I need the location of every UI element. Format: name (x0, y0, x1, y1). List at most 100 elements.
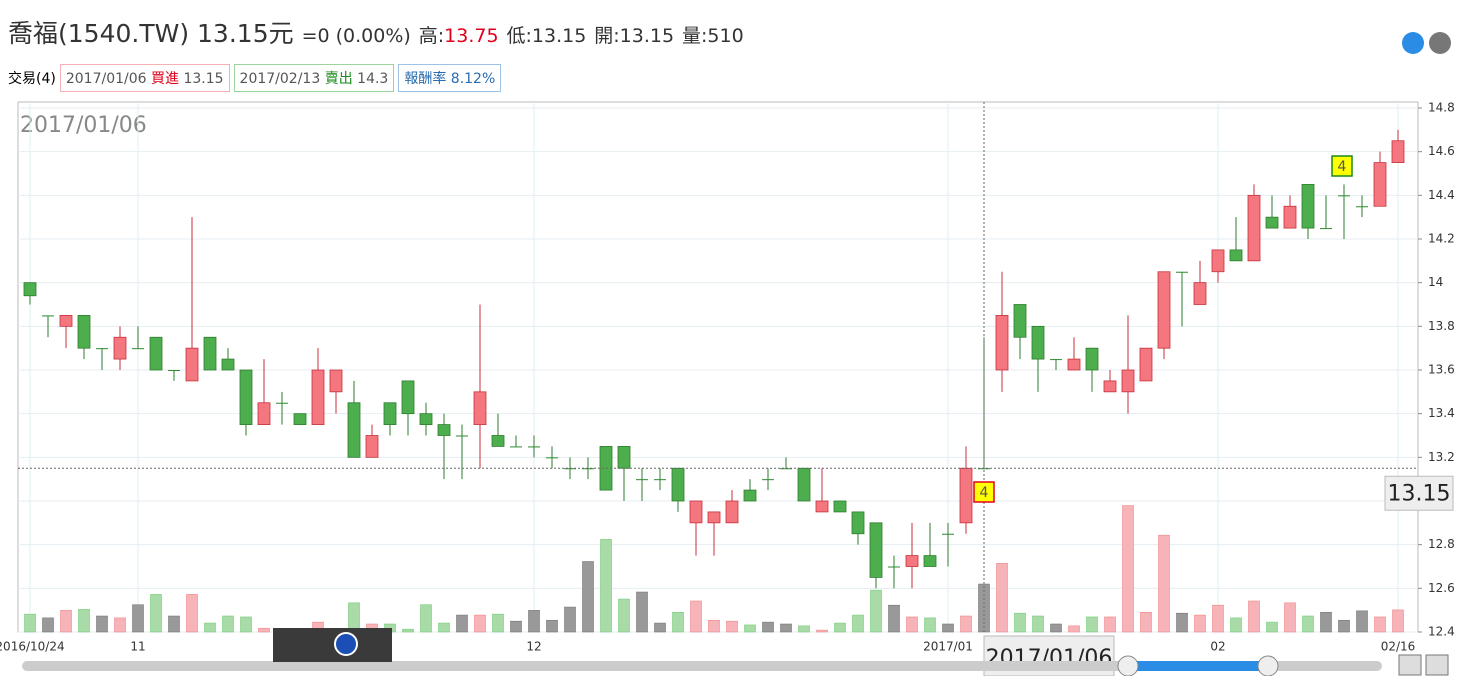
scrollbar[interactable] (22, 661, 1382, 671)
candle-body (869, 522, 883, 578)
volume-bar (960, 615, 972, 633)
sell-date: 2017/02/13 (239, 71, 321, 87)
volume-bar (1248, 600, 1260, 633)
volume-bar (510, 620, 522, 633)
candle-body (1283, 205, 1297, 229)
help-button[interactable] (334, 632, 358, 656)
candle-body (221, 358, 235, 371)
high-label: 高: (418, 25, 445, 47)
volume-bar (276, 629, 288, 633)
buy-action: 買進 (151, 71, 179, 87)
candle-body (815, 500, 829, 513)
candle-body (636, 479, 648, 481)
volume-bar (1068, 625, 1080, 633)
volume-bar (150, 594, 162, 633)
bottom-controls (22, 32, 1451, 676)
volume-bar (330, 628, 342, 633)
candle-body (1067, 358, 1081, 371)
volume-bar (636, 591, 648, 633)
volume-bar (852, 614, 864, 633)
volume-bar (1050, 623, 1062, 633)
volume-bar (600, 539, 612, 633)
return-label: 報酬率 (404, 71, 447, 87)
volume-bar (1122, 505, 1134, 633)
volume-bar (168, 615, 180, 633)
candle-body (707, 511, 721, 524)
candle-body (888, 566, 900, 568)
candle-body (1338, 195, 1350, 197)
volume-bar (438, 622, 450, 633)
volume-bar (1266, 621, 1278, 633)
volume-bar (978, 583, 990, 633)
volume-bar (204, 622, 216, 633)
volume-bar (690, 600, 702, 633)
nav-prev[interactable] (1402, 32, 1424, 54)
candle-body (599, 446, 613, 491)
scroll-range[interactable] (1128, 661, 1270, 671)
zoom-in[interactable] (1425, 654, 1449, 676)
candle-body (276, 402, 288, 404)
trade-marker-box (1331, 155, 1353, 177)
candle-body (1031, 325, 1045, 360)
buy-tag[interactable]: 2017/01/06 買進 13.15 (59, 64, 230, 92)
volume-bar (1194, 614, 1206, 633)
candle-body (654, 479, 666, 481)
candle-body (923, 555, 937, 567)
volume-bar (114, 617, 126, 633)
candle-body (978, 468, 990, 470)
candle-body (1085, 347, 1099, 371)
y-tick-label: 14.2 (1428, 232, 1455, 246)
x-tick-label: 12 (526, 640, 541, 654)
scroll-right[interactable] (1257, 655, 1279, 676)
candle-body (149, 336, 163, 371)
volume-bar (1374, 616, 1386, 633)
sell-action: 賣出 (324, 71, 353, 87)
candle-body (546, 457, 558, 459)
candle-body (311, 369, 325, 425)
candle-body (671, 467, 685, 502)
candle-body (347, 402, 361, 458)
y-tick-label: 14 (1428, 275, 1443, 289)
price-label: 13.15 (1388, 481, 1451, 506)
candle-body (257, 402, 271, 425)
volume-bar (834, 622, 846, 633)
price-label-box (1384, 475, 1454, 511)
candle-body (833, 500, 847, 513)
sell-tag[interactable]: 2017/02/13 賣出 14.3 (233, 64, 395, 92)
volume-bar (42, 617, 54, 633)
volume-bar (1140, 611, 1152, 633)
y-tick-label: 13 (1428, 494, 1443, 508)
candle-body (456, 435, 468, 437)
volume-bar (1032, 615, 1044, 633)
candle-body (365, 435, 379, 458)
scroll-left[interactable] (1117, 655, 1139, 676)
open: 開:13.15 (594, 25, 675, 47)
stock-name: 喬福(1540.TW) (8, 19, 190, 48)
candle-body (582, 468, 594, 470)
y-tick-label: 13.4 (1428, 406, 1455, 420)
candle-body (905, 555, 919, 567)
volume-bar (780, 623, 792, 633)
nav-next[interactable] (1429, 32, 1451, 54)
volume-bar (870, 589, 882, 633)
y-tick-label: 14.4 (1428, 188, 1455, 202)
volume-bar (1212, 604, 1224, 633)
toolbar[interactable] (273, 628, 392, 662)
candle-body (59, 315, 73, 327)
volume-bar (384, 623, 396, 633)
candle-body (1229, 249, 1243, 262)
candle-body (1121, 369, 1135, 393)
volume-bar (798, 625, 810, 633)
candle-body (23, 282, 37, 297)
return-tag[interactable]: 報酬率 8.12% (398, 64, 502, 92)
zoom-out[interactable] (1398, 654, 1422, 676)
volume-bar (366, 623, 378, 633)
y-tick-label: 12.8 (1428, 537, 1455, 551)
candle-body (564, 468, 576, 470)
x-tick-label: 02/16 (1381, 640, 1416, 654)
candle-body (1301, 184, 1315, 229)
candle-body (725, 500, 739, 524)
candle-body (185, 347, 199, 382)
trades-title: 交易(4) (8, 71, 56, 87)
